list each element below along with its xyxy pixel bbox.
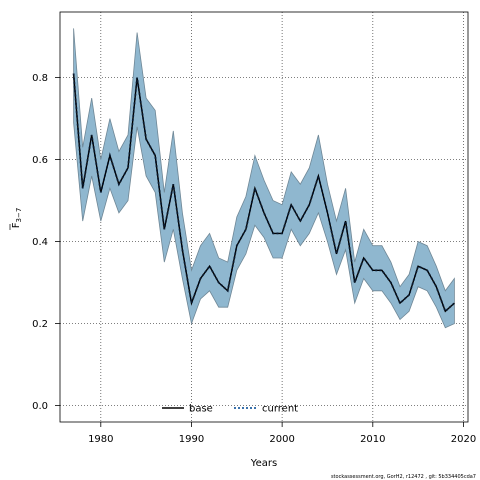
legend-label-current: current <box>262 404 298 415</box>
x-tick-label: 2010 <box>360 434 385 445</box>
series-lines <box>72 73 456 313</box>
y-axis-title-sub: 3−7 <box>15 208 23 223</box>
y-axis-title-main: F <box>11 222 22 228</box>
confidence-band <box>73 28 455 329</box>
x-tick-label: 1990 <box>179 434 204 445</box>
x-axis-title: Years <box>250 458 277 469</box>
legend: base current <box>162 404 298 415</box>
y-tick-label: 0.2 <box>32 319 48 330</box>
y-tick-label: 0.6 <box>32 155 48 166</box>
y-tick-label: 0.0 <box>32 401 48 412</box>
series-line-current <box>72 73 456 313</box>
footer-text: stockassessment.org, GorH2, r12472 , git… <box>331 474 476 480</box>
svg-text:F3−7: F3−7 <box>11 208 23 229</box>
plot-frame <box>59 11 469 423</box>
y-tick-label: 0.4 <box>32 237 48 248</box>
x-tick-label: 1980 <box>88 434 113 445</box>
confidence-band-area <box>73 28 455 329</box>
x-tick-label: 2000 <box>269 434 294 445</box>
y-axis-title: F3−7 <box>9 208 23 230</box>
legend-label-base: base <box>189 404 213 415</box>
y-tick-label: 0.8 <box>32 73 48 84</box>
x-axis-ticks: 1980 1990 2000 2010 2020 <box>88 422 476 445</box>
y-axis-ticks: 0.0 0.2 0.4 0.6 0.8 <box>32 73 60 412</box>
x-tick-label: 2020 <box>451 434 476 445</box>
